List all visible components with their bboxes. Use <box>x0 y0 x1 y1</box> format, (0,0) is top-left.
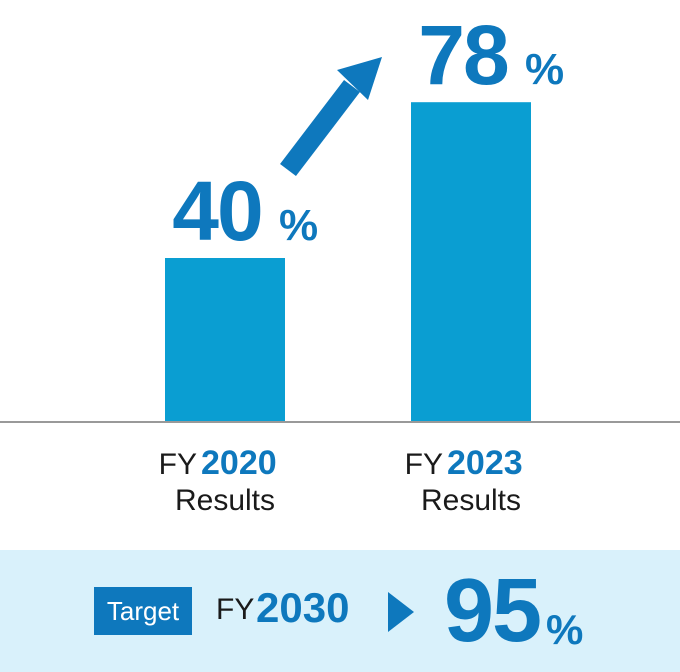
target-band: Target FY 2030 95 % <box>0 550 680 672</box>
value-unit-2020: % <box>279 201 318 250</box>
category-year-2023: 2023 <box>447 444 523 482</box>
target-badge: Target <box>94 587 192 635</box>
bar-2023 <box>411 102 531 422</box>
target-year: 2030 <box>256 584 350 631</box>
value-unit-2023: % <box>525 45 564 94</box>
target-value: 95 <box>444 561 542 661</box>
bar-2020 <box>165 258 285 422</box>
play-arrow-icon <box>388 592 414 632</box>
target-unit: % <box>546 606 584 653</box>
category-prefix-2020: FY <box>159 448 197 481</box>
category-sub-2023: Results <box>421 484 521 517</box>
category-prefix-2023: FY <box>405 448 443 481</box>
value-label-2020: 40 <box>172 164 261 258</box>
value-label-2023: 78 <box>418 8 508 102</box>
category-year-2020: 2020 <box>201 444 277 482</box>
trend-arrow-icon <box>280 57 382 177</box>
target-fy-prefix: FY <box>216 593 255 626</box>
category-sub-2020: Results <box>175 484 275 517</box>
